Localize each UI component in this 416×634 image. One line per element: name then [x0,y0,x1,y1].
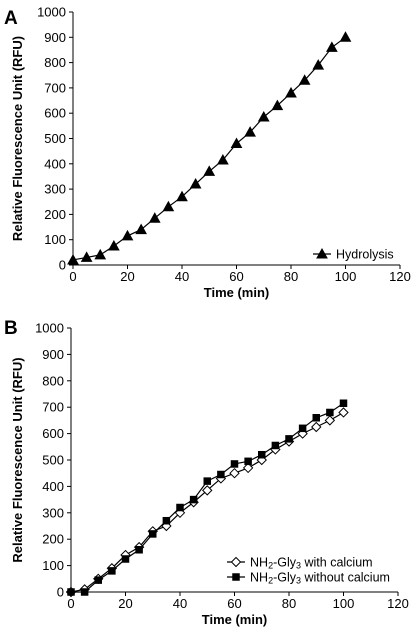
panel-b-x-axis-title: Time (min) [202,612,268,627]
panel-a-series-1-point [67,253,79,265]
panel-a-series-1-point [244,126,256,137]
panel-b-y-tick-label: 900 [42,347,64,362]
panel-a-series-1-point [271,99,284,111]
panel-b-label: B [4,318,18,339]
panel-a-series-1-point [339,31,352,42]
panel-a-series-1-point [80,251,93,262]
panel-a-y-tick-label: 300 [44,182,66,197]
panel-a-y-tick-label: 1000 [37,5,66,20]
panel-a-series-1-point [217,153,229,165]
panel-a-label: A [4,8,18,29]
panel-b-legend-label: NH2-Gly3 without calcium [250,571,390,586]
panel-a-series-1-point [298,74,311,85]
panel-b-series-2-point [203,477,211,485]
panel-b-series-2-point [108,567,116,575]
panel-a-series-1-point [121,229,134,241]
panel-b-x-tick-label: 80 [282,596,296,611]
panel-a-y-tick-label: 0 [59,258,66,273]
panel-a-series-1-line [72,36,346,261]
panel-a-series-1-point [203,165,216,176]
panel-b-series-2-point [149,530,157,538]
panel-b-series-1-point [229,467,240,479]
panel-a-x-tick-label: 100 [335,269,357,284]
panel-b-series-1-point [242,462,254,474]
panel-a-series-1-point [148,212,161,223]
panel-b-series-2-point [94,576,102,584]
panel-b-series-2-point [230,460,239,468]
panel-b-y-tick-label: 100 [42,558,64,573]
panel-a-y-axis-title: Relative Fluorescence Unit (RFU) [10,36,25,241]
panel-b-y-axis-title: Relative Fluorescence Unit (RFU) [10,357,25,562]
panel-b-legend-label: NH2-Gly3 with calcium [250,556,373,571]
panel-b-y-tick-label: 0 [57,585,64,600]
panel-a-x-tick-label: 20 [120,269,134,284]
panel-a-series-1-point [176,190,188,202]
panel-a-x-tick-label: 120 [389,269,411,284]
panel-b-x-tick-label: 60 [227,596,241,611]
panel-b-series-2-point [67,588,75,596]
panel-a-y-tick-label: 500 [44,131,66,146]
panel-b-series-2-point [326,408,334,417]
panel-a-x-tick-label: 0 [69,269,76,284]
panel-b-y-tick-label: 700 [42,400,64,415]
panel-b-series-2-point [271,441,280,450]
panel-b-series-2-point [244,457,252,466]
panel-b-series-2-point [217,470,225,479]
panel-a-series-1-point [162,200,175,212]
panel-b-y-tick-label: 1000 [35,321,64,336]
panel-b-series-1-point [338,407,349,418]
panel-a-series-1-point [189,178,202,189]
panel-b-y-tick-label: 200 [42,532,64,547]
panel-b-legend-marker [232,573,240,581]
panel-b-y-tick-label: 300 [42,505,64,520]
panel-a-x-tick-label: 40 [175,269,189,284]
panel-a-series-1-point [230,137,243,149]
panel-b-series-2-point [258,450,266,459]
panel-b-series-2-point [285,435,293,443]
panel-a-y-tick-label: 100 [44,232,66,247]
panel-b-y-tick-label: 500 [42,453,64,468]
panel-b-series-2-point [189,495,198,504]
panel-a-y-tick-label: 200 [44,207,66,222]
panel-b-series-2-point [312,414,320,422]
panel-a-y-tick-label: 700 [44,80,66,95]
panel-a-x-tick-label: 60 [229,269,243,284]
panel-b-series-1-point [202,485,213,496]
panel-a-legend-marker [316,247,328,259]
panel-b-y-tick-label: 400 [42,479,64,494]
panel-b-series-2-point [80,588,89,596]
panel-b-series-2-point [176,503,184,512]
panel-b-series-2-point [298,424,307,433]
panel-b-x-tick-label: 120 [387,596,409,611]
panel-b-y-tick-label: 800 [42,373,64,388]
panel-b-y-tick-label: 600 [42,426,64,441]
panel-b-series-2-point [121,555,130,563]
panel-a-series-1-point [326,41,338,52]
panel-a-y-tick-label: 800 [44,55,66,70]
panel-b-series-2-point [162,516,171,525]
panel-a-y-tick-label: 900 [44,30,66,45]
panel-b-x-tick-label: 20 [118,596,132,611]
panel-a-legend-label: Hydrolysis [336,248,394,262]
panel-b-x-tick-label: 0 [67,596,74,611]
panel-a-series-1-point [135,223,147,235]
panel-a-x-tick-label: 80 [284,269,298,284]
panel-b-x-tick-label: 100 [333,596,355,611]
panel-b-legend-marker [230,556,242,568]
panel-a-y-tick-label: 600 [44,106,66,121]
panel-a-series-1-point [285,86,297,98]
panel-a-series-1-point [108,239,120,251]
panel-b-series-1-point [311,421,322,433]
panel-b-series-2-point [339,399,348,407]
panel-a-series-1-point [257,110,270,122]
panel-a-y-tick-label: 400 [44,156,66,171]
panel-a-x-axis-title: Time (min) [204,285,270,300]
panel-b-series-1-point [324,415,336,426]
panel-a-series-1-point [312,59,325,70]
panel-b-x-tick-label: 40 [173,596,187,611]
panel-b-series-2-point [135,546,143,554]
panel-a-series-1-point [94,248,107,260]
